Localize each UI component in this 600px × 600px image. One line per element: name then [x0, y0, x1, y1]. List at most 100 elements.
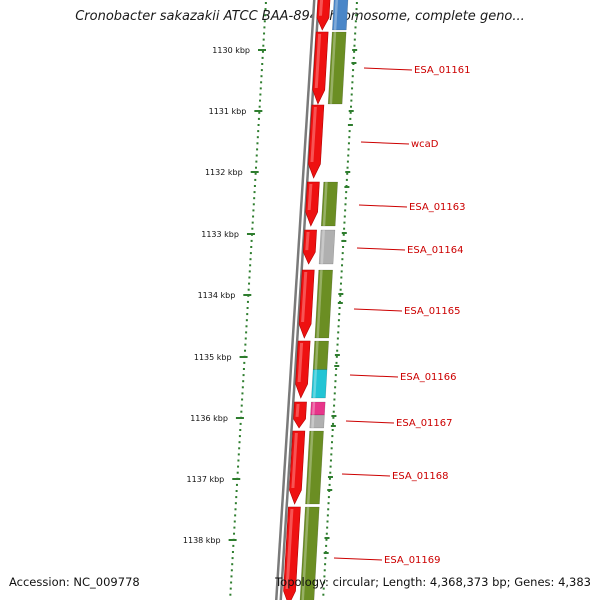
gene-label[interactable]: ESA_01168	[392, 471, 449, 482]
backbone-line-inner	[277, 0, 318, 600]
ruler-dot	[249, 264, 252, 267]
cds-arrow-highlight	[297, 343, 304, 382]
gene-label-leader	[345, 420, 395, 424]
ruler-dot	[326, 520, 329, 523]
ruler-dot	[335, 368, 338, 370]
ruler-dot	[247, 288, 250, 291]
ruler-dot	[325, 538, 328, 541]
ruler-dot	[354, 26, 357, 29]
ruler-dot	[346, 166, 349, 169]
ruler-dot	[252, 209, 255, 212]
cog-block	[332, 0, 349, 31]
cog-block	[311, 369, 328, 399]
ruler-dot	[337, 325, 340, 328]
ruler-dot	[263, 32, 266, 35]
gene-label[interactable]: ESA_01165	[404, 306, 461, 317]
ruler-dot	[350, 93, 353, 96]
ruler-dot	[242, 374, 245, 377]
ruler-dot	[348, 136, 351, 139]
ruler-dot	[337, 331, 340, 334]
ruler-dot	[263, 20, 266, 23]
ruler-dot	[253, 197, 256, 200]
cds-arrow	[293, 401, 307, 429]
cds-arrow-highlight	[318, 0, 324, 16]
ruler-dot	[262, 44, 265, 47]
gene-label-leader	[333, 557, 383, 561]
cog-block	[320, 181, 338, 227]
ruler-dot	[334, 386, 337, 389]
ruler-dot	[353, 44, 356, 47]
ruler-dot	[233, 526, 236, 529]
ruler-dot	[338, 313, 341, 316]
ruler-dot	[335, 361, 338, 364]
cds-arrow	[302, 229, 317, 265]
ruler-dot	[345, 178, 348, 181]
ruler-dot	[253, 191, 256, 194]
cog-block	[309, 414, 325, 429]
ruler-dot	[353, 38, 356, 41]
kbp-label: 1137 kbp	[187, 475, 225, 484]
ruler-dot	[264, 8, 267, 11]
ruler-dot	[354, 32, 357, 35]
kbp-label: 1132 kbp	[205, 168, 243, 177]
ruler-dot	[233, 520, 236, 523]
ruler-dot	[245, 325, 248, 328]
kbp-label: 1138 kbp	[183, 536, 221, 545]
cog-block-highlight	[329, 32, 337, 104]
gene-label[interactable]: ESA_01169	[384, 555, 441, 566]
ruler-dot	[261, 63, 264, 65]
ruler-dot	[339, 288, 342, 291]
ruler-dot	[344, 203, 347, 206]
ruler-dot	[249, 258, 252, 261]
ruler-dot	[240, 410, 243, 413]
ruler-dot	[259, 99, 262, 102]
gene-label[interactable]: ESA_01164	[407, 245, 464, 256]
ruler-dot	[245, 331, 248, 334]
ruler-dot	[346, 160, 349, 163]
ruler-dot	[332, 422, 335, 425]
ruler-dot	[241, 392, 244, 395]
cog-block-highlight	[333, 0, 338, 30]
ruler-dot	[343, 215, 346, 218]
ruler-dot	[334, 374, 337, 377]
cog-track	[299, 0, 349, 600]
gene-label-leader	[349, 374, 399, 378]
ruler-dot	[342, 233, 345, 236]
ruler-dot	[334, 380, 337, 383]
cds-arrow-highlight	[291, 433, 298, 488]
ruler-dot	[257, 124, 260, 126]
ruler-dot	[344, 197, 347, 200]
ruler-dot	[237, 465, 240, 468]
gene-label[interactable]: ESA_01161	[414, 65, 471, 76]
gene-label[interactable]: ESA_01166	[400, 372, 457, 383]
ruler-dot	[355, 8, 358, 11]
gene-label[interactable]: wcaD	[411, 139, 439, 150]
ruler-dot	[260, 69, 263, 72]
ruler-dot	[350, 105, 353, 108]
kbp-ruler: 1130 kbp 1131 kbp 1132 kbp 1133 kbp 1134 kbp…	[183, 2, 267, 596]
ruler-dot	[353, 50, 356, 53]
cds-arrow	[295, 340, 311, 399]
ruler-dot	[341, 252, 344, 255]
ruler-dot	[336, 337, 339, 340]
cds-arrow-highlight	[307, 184, 313, 210]
ruler-dot	[258, 105, 261, 108]
ruler-dot	[351, 75, 354, 78]
ruler-dot	[259, 93, 262, 96]
ruler-dot	[322, 593, 325, 596]
ruler-dot	[235, 496, 238, 499]
ruler-dot	[323, 569, 326, 572]
ruler-dot	[347, 154, 350, 157]
gene-label[interactable]: ESA_01163	[409, 202, 466, 213]
gene-label[interactable]: ESA_01167	[396, 418, 453, 429]
ruler-dot	[350, 99, 353, 102]
ruler-dot	[329, 459, 332, 462]
ruler-dot	[248, 270, 251, 273]
ruler-dot	[352, 56, 355, 59]
ruler-dot	[345, 191, 348, 194]
ruler-dot	[240, 404, 243, 407]
ruler-dot	[249, 252, 252, 255]
ruler-dot	[230, 575, 233, 578]
ruler-dot	[255, 154, 258, 157]
gene-label-leader	[353, 308, 403, 312]
